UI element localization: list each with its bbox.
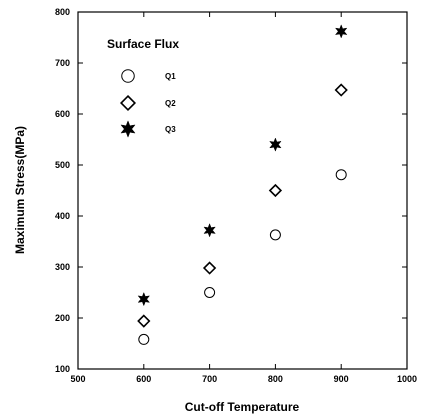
data-point-q1 [335, 169, 347, 181]
data-point-q1 [204, 287, 216, 298]
legend-marker-q2 [119, 94, 137, 112]
legend-label-q2: Q2 [165, 99, 176, 108]
data-point-q3 [334, 24, 348, 39]
y-tick-label: 200 [55, 313, 70, 323]
x-axis-label: Cut-off Temperature [185, 400, 300, 414]
y-tick-label: 600 [55, 109, 70, 119]
y-tick-label: 400 [55, 211, 70, 221]
data-point-q3 [137, 291, 151, 307]
plot-frame [77, 11, 408, 370]
legend-marker-q1 [121, 69, 135, 83]
x-tick-label: 1000 [397, 374, 417, 384]
x-tick-label: 700 [202, 374, 217, 384]
legend-label-q3: Q3 [165, 125, 176, 134]
data-point-q3 [203, 223, 216, 238]
x-tick-label: 900 [334, 374, 349, 384]
y-tick-label: 800 [55, 7, 70, 17]
legend-title: Surface Flux [107, 37, 179, 51]
x-tick-label: 500 [70, 374, 85, 384]
y-tick-label: 700 [55, 58, 70, 68]
data-point-q1 [269, 229, 281, 241]
data-point-q2 [202, 261, 217, 275]
data-point-q1 [138, 333, 150, 345]
y-tick-label: 300 [55, 262, 70, 272]
data-points [137, 24, 348, 345]
legend-marker-q3 [120, 120, 136, 138]
data-point-q2 [137, 314, 151, 328]
legend-label-q1: Q1 [165, 72, 176, 81]
axis-tick-labels: 500 600 700 800 900 1000 100 200 300 400 500 600 700… [55, 7, 417, 384]
data-point-q3 [269, 137, 282, 152]
legend: Surface Flux Q1 Q2 Q3 [107, 37, 179, 138]
x-tick-label: 800 [268, 374, 283, 384]
x-tick-label: 600 [136, 374, 151, 384]
y-tick-label: 500 [55, 160, 70, 170]
data-point-q2 [334, 83, 348, 97]
axis-ticks [77, 11, 408, 370]
data-point-q2 [268, 183, 283, 198]
y-axis-label: Maximum Stress(MPa) [13, 126, 27, 254]
y-tick-label: 100 [55, 364, 70, 374]
